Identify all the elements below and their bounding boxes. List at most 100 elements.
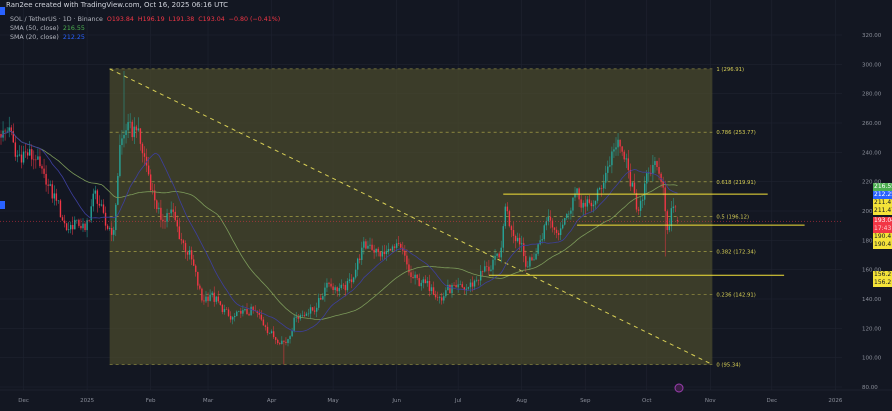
price-tick-label: 200.00 — [862, 209, 882, 215]
sma50-line — [0, 131, 678, 320]
time-tick-label: Apr — [267, 398, 277, 404]
candle-body — [504, 206, 506, 227]
candle-body — [238, 310, 240, 312]
candle-body — [135, 126, 137, 131]
candle-body — [203, 300, 205, 302]
candle-body — [566, 213, 568, 218]
candle-body — [529, 257, 531, 267]
price-tick-label: 80.00 — [862, 385, 878, 391]
candle-body — [217, 296, 219, 302]
candle-body — [100, 204, 103, 206]
candle-body — [600, 187, 603, 189]
candle-body — [549, 216, 552, 221]
sma50-row[interactable]: SMA (50, close) 216.55 — [10, 24, 280, 33]
time-axis[interactable] — [0, 390, 842, 411]
candle-body — [398, 243, 400, 244]
candle-body — [644, 183, 646, 200]
candle-body — [422, 279, 424, 283]
candle-body — [43, 168, 45, 174]
candle-body — [51, 184, 53, 199]
price-tag: 193.04 — [873, 217, 892, 226]
candle-body — [322, 296, 324, 300]
candle-body — [59, 200, 62, 218]
fib-level-label: 0.382 (172.34) — [716, 250, 756, 256]
chart-legend[interactable]: SOL / TetherUS · 1D · Binance O193.84 H1… — [10, 15, 280, 42]
candle-body — [410, 272, 412, 278]
candle-body — [12, 131, 14, 143]
candle-body — [307, 313, 310, 315]
candle-body — [488, 266, 490, 271]
candle-body — [594, 200, 597, 205]
support-resistance-lines[interactable] — [488, 193, 805, 276]
candle-body — [453, 284, 455, 286]
fib-level-label: 0.236 (142.91) — [716, 293, 756, 299]
selection-marker[interactable] — [0, 201, 5, 209]
candle-body — [627, 158, 629, 170]
time-tick-label: May — [327, 398, 339, 404]
candle-body — [672, 206, 675, 209]
candle-body — [623, 151, 625, 160]
candle-body — [219, 301, 222, 305]
candle-body — [41, 166, 43, 169]
price-tag: 216.55 — [873, 182, 892, 191]
candle-body — [45, 173, 47, 185]
candle-body — [166, 213, 168, 222]
price-axis-labels: 80.00 100.00 120.00 140.00 160.00 180.00 200.0… — [862, 33, 882, 391]
candle-body — [277, 339, 279, 344]
candle-body — [180, 239, 183, 241]
candle-body — [309, 307, 312, 314]
candle-body — [629, 169, 632, 187]
candle-body — [131, 121, 133, 138]
candle-body — [615, 147, 617, 150]
candle-body — [270, 331, 273, 334]
candle-body — [639, 200, 642, 211]
candle-body — [361, 247, 363, 260]
candle-body — [420, 282, 422, 287]
candle-body — [186, 252, 189, 255]
candle-body — [559, 228, 562, 236]
candle-body — [82, 223, 84, 229]
candle-body — [512, 230, 515, 236]
candle-body — [379, 252, 381, 257]
price-tag: 156.2 — [873, 271, 892, 280]
candle-body — [279, 343, 281, 345]
candle-body — [580, 199, 582, 208]
price-tag: 211.47 — [873, 206, 892, 215]
candle-body — [158, 207, 160, 210]
sma20-row[interactable]: SMA (20, close) 212.25 — [10, 33, 280, 42]
candle-body — [471, 282, 474, 287]
candle-body — [264, 325, 267, 327]
price-tick-label: 180.00 — [862, 238, 882, 244]
fibonacci-retracement[interactable]: 1 (296.91) 0.786 (253.77) 0.618 (219.91) 0.… — [109, 67, 756, 369]
selection-marker[interactable] — [0, 7, 5, 15]
price-tag: 190.4 — [873, 241, 892, 250]
candle-body — [613, 149, 615, 152]
candle-body — [297, 316, 299, 319]
candle-body — [332, 286, 334, 291]
candle-body — [231, 317, 234, 320]
sma50-label: SMA (50, close) — [10, 25, 59, 32]
candle-body — [262, 319, 265, 326]
price-tag: 156.2 — [873, 279, 892, 288]
candle-body — [330, 283, 332, 287]
candle-body — [576, 188, 578, 194]
candle-body — [24, 151, 27, 153]
price-tag: 211.47 — [873, 198, 892, 207]
candle-body — [197, 271, 199, 286]
candle-body — [125, 130, 127, 135]
event-marker-icon[interactable] — [674, 383, 684, 393]
candle-body — [289, 336, 291, 340]
candle-body — [172, 209, 174, 212]
candle-body — [121, 138, 123, 146]
candle-body — [656, 161, 658, 168]
candle-body — [201, 288, 203, 301]
candle-body — [469, 282, 472, 288]
candle-body — [127, 122, 129, 131]
candle-body — [375, 248, 377, 253]
candle-body — [609, 165, 611, 167]
candle-body — [168, 213, 170, 214]
candle-body — [98, 203, 101, 206]
candle-body — [119, 145, 121, 176]
candle-body — [147, 165, 150, 175]
